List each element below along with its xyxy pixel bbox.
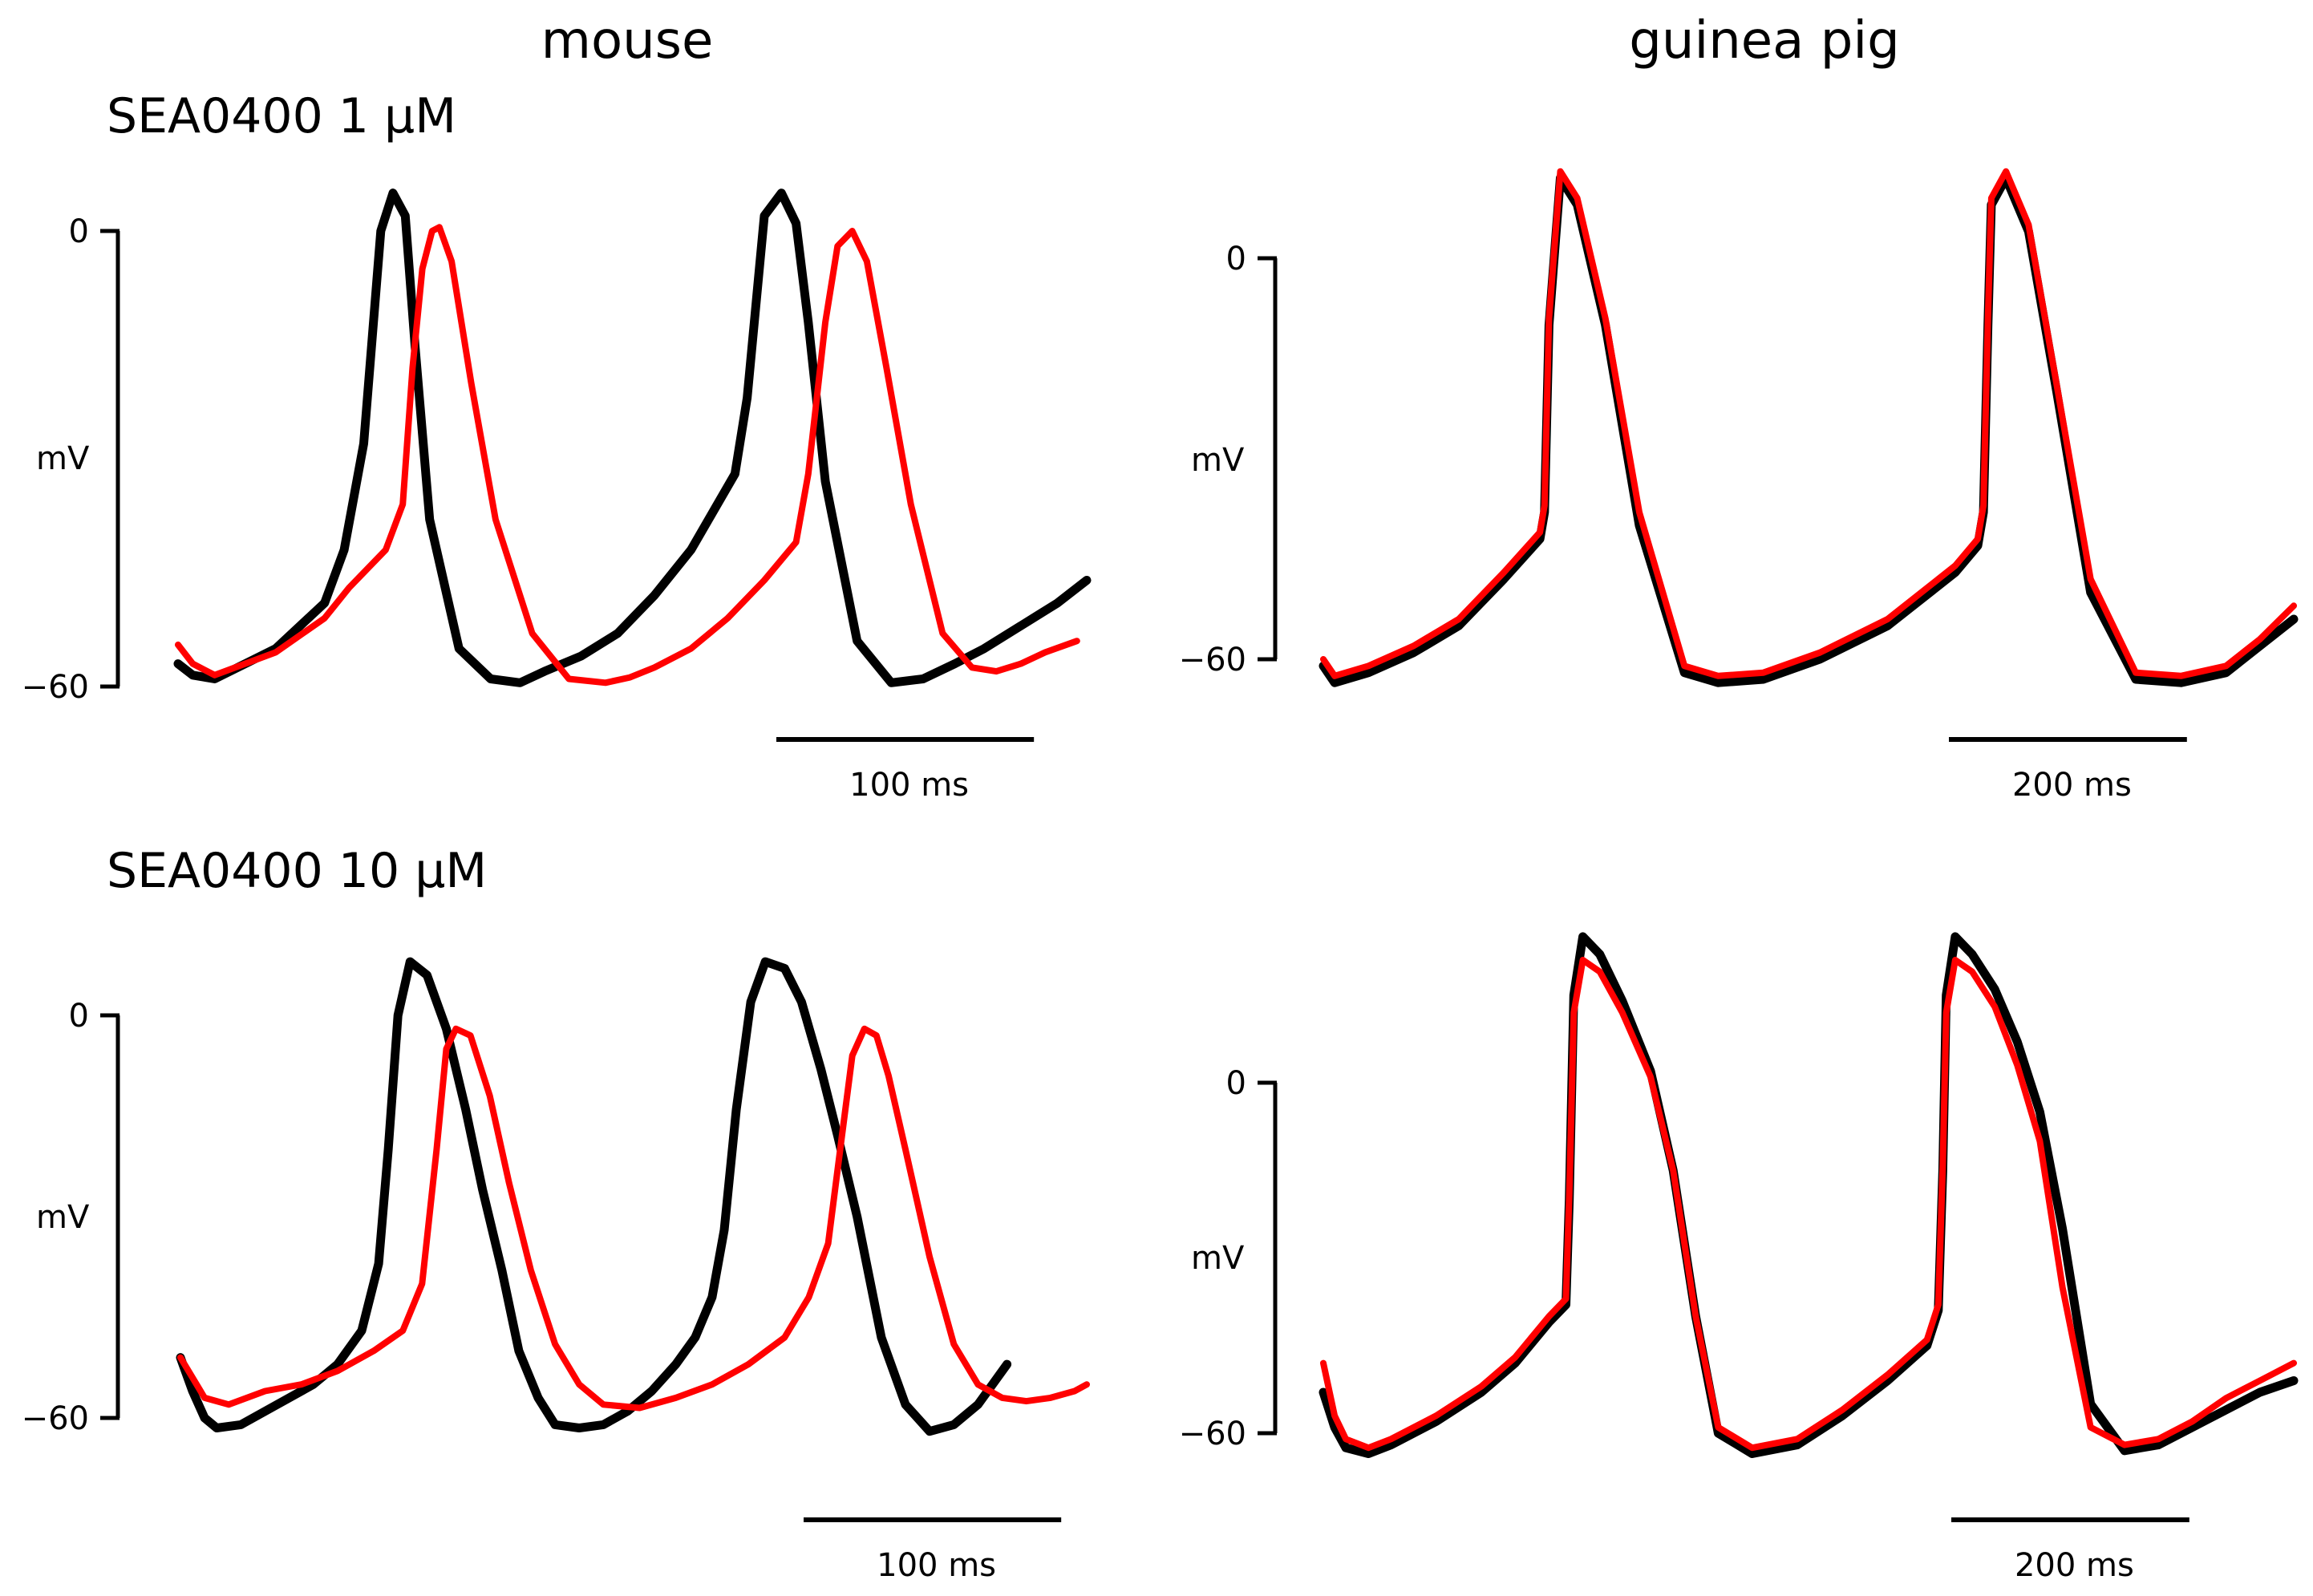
y-tick-label-1: −60 [22,669,89,706]
y-unit-label: mV [36,1199,90,1236]
column-title-mouse: mouse [541,11,714,71]
trace-sea0400 [175,224,1080,687]
trace-sea0400 [177,1025,1090,1412]
y-unit-label: mV [36,440,90,477]
y-unit-label: mV [1191,1240,1245,1277]
y-tick-label-0: 0 [69,213,89,250]
row-title-1um: SEA0400 1 μM [107,88,456,144]
y-tick-label-0: 0 [1226,241,1246,277]
trace-control [1319,932,2299,1458]
scale-bar-label: 100 ms [877,1547,996,1584]
trace-sea0400 [1320,957,2297,1452]
row-title-10um: SEA0400 10 μM [107,843,487,899]
panel-2: 0 −60 mV 200 ms [1179,168,2299,804]
y-unit-label: mV [1191,442,1245,479]
y-tick-label-1: −60 [1179,1416,1246,1452]
scale-bar-label: 100 ms [849,767,969,804]
panel-4: 0 −60 mV 200 ms [1179,932,2299,1584]
y-tick-label-1: −60 [1179,642,1246,679]
y-tick-label-0: 0 [69,998,89,1035]
trace-sea0400 [1320,168,2297,679]
y-tick-label-0: 0 [1226,1065,1246,1102]
column-title-guinea-pig: guinea pig [1629,11,1900,71]
panels: 0 −60 mV 100 ms 0 −60 mV 200 ms 0 −60 mV 100 ms 0 −60… [22,168,2299,1584]
scale-bar-label: 200 ms [2015,1547,2134,1584]
panel-1: 0 −60 mV 100 ms [22,188,1092,804]
trace-control [176,957,1012,1436]
trace-control [173,188,1092,687]
scale-bar-label: 200 ms [2012,767,2132,804]
panel-3: 0 −60 mV 100 ms [22,957,1090,1584]
y-tick-label-1: −60 [22,1400,89,1437]
